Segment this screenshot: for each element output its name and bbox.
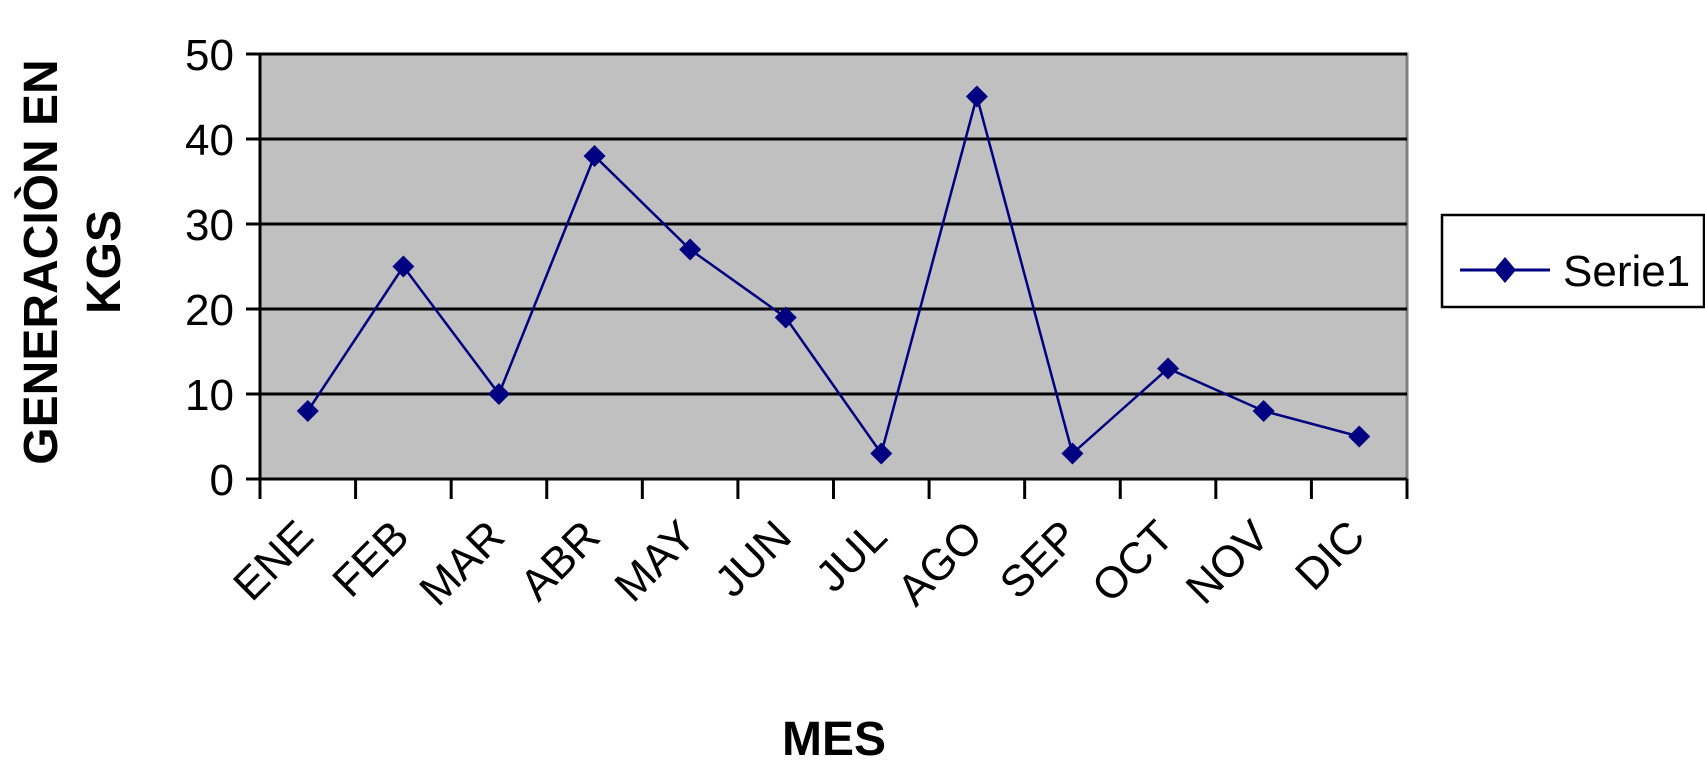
x-tick-label: MAR [410,511,514,615]
x-tick-label: AGO [888,511,992,615]
x-tick-label: DIC [1286,511,1374,599]
data-point [296,400,319,422]
series-group [296,85,1371,465]
legend-marker [1494,257,1516,283]
axes [246,52,1409,499]
x-tick-label: ABR [511,511,610,610]
x-tick-label: FEB [323,511,418,606]
x-tick-label: JUN [706,511,801,606]
y-axis-title-line-1: GENERACIÒN EN [13,59,68,464]
data-point [679,238,702,261]
data-point [583,145,606,167]
data-point [870,442,893,465]
legend: Serie1 [1440,213,1705,309]
data-point [1157,357,1180,380]
y-tick-label: 30 [185,201,234,250]
x-tick-label: SEP [991,511,1088,608]
x-tick-label: OCT [1083,511,1183,611]
y-tick-label: 20 [185,286,234,335]
data-point [774,306,797,329]
data-point [1252,400,1275,422]
x-tick-label: ENE [224,511,323,610]
data-point [487,383,510,405]
y-tick-label: 50 [185,31,234,80]
gridlines [260,52,1407,396]
y-tick-label: 10 [185,371,234,420]
data-point [392,255,415,278]
series-line [306,91,1360,457]
plot-area [258,52,1409,481]
x-axis-title: MES [782,713,886,763]
legend-box [1440,213,1705,309]
x-tick-label: MAY [605,511,705,611]
y-tick-label: 40 [185,116,234,165]
data-point [1348,425,1371,448]
data-point [1061,442,1084,465]
y-axis-title: GENERACIÒN EN KGS [13,59,131,464]
y-axis-title-line-2: KGS [78,210,131,314]
y-tick-label: 0 [210,456,234,505]
y-tick-labels: 0 10 20 30 40 50 [185,31,234,505]
x-tick-label: JUL [806,511,896,601]
legend-label: Serie1 [1563,247,1690,296]
data-point [965,85,988,108]
x-tick-label: NOV [1177,511,1280,614]
